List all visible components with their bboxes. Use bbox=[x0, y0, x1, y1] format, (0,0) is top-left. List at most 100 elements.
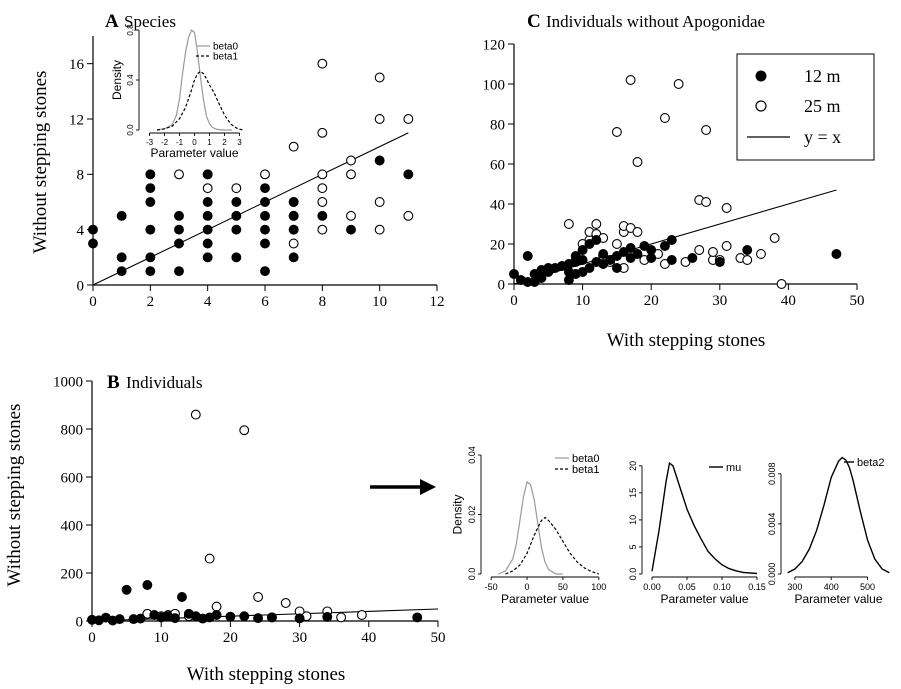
point-12m bbox=[374, 155, 385, 166]
point-12m bbox=[116, 252, 127, 263]
point-25m bbox=[356, 610, 367, 620]
y-tick-label: 12 bbox=[69, 112, 84, 128]
inset-x-tick-label: 0 bbox=[192, 138, 197, 147]
point-12m bbox=[714, 257, 725, 267]
density-curve-beta2 bbox=[787, 456, 890, 574]
y-tick-label: 1000 bbox=[53, 374, 83, 390]
point-25m bbox=[694, 245, 705, 255]
point-25m bbox=[721, 203, 732, 213]
y-tick-label: 120 bbox=[483, 37, 506, 53]
inset-y-tick-label: 0.008 bbox=[767, 463, 777, 486]
point-12m bbox=[522, 251, 533, 261]
density-curve-beta0 bbox=[498, 480, 563, 575]
density-curve-beta1 bbox=[156, 70, 243, 131]
y-tick-label: 80 bbox=[490, 117, 505, 133]
legend-label-25m: 25 m bbox=[804, 96, 841, 116]
inset-x-tick-label: 300 bbox=[787, 582, 802, 592]
x-tick-label: 40 bbox=[361, 630, 376, 646]
point-12m bbox=[145, 183, 156, 194]
identity-line bbox=[91, 608, 439, 622]
point-12m bbox=[231, 210, 242, 221]
point-12m bbox=[231, 252, 242, 263]
x-tick-label: 20 bbox=[223, 630, 238, 646]
inset-x-tick-label: 0 bbox=[525, 582, 530, 592]
point-25m bbox=[288, 141, 299, 152]
inset-y-tick-label: 0.4 bbox=[126, 74, 135, 86]
inset-y-tick-label: 15 bbox=[628, 488, 638, 498]
point-25m bbox=[611, 239, 622, 249]
point-25m bbox=[707, 247, 718, 257]
y-tick-label: 0 bbox=[76, 614, 84, 630]
inset-y-tick-label: 0.0 bbox=[467, 568, 477, 581]
inset-x-tick-label: 0.15 bbox=[748, 582, 766, 592]
inset-legend-label: beta2 bbox=[857, 457, 885, 469]
panel-b: B Individuals Without stepping stones Wi… bbox=[4, 372, 890, 685]
point-25m bbox=[742, 255, 753, 265]
legend-label-yx: y = x bbox=[804, 127, 841, 147]
point-25m bbox=[659, 113, 670, 123]
panel-b-letter: B bbox=[107, 372, 120, 393]
point-25m bbox=[374, 224, 385, 235]
point-12m bbox=[659, 241, 670, 251]
point-12m bbox=[202, 197, 213, 207]
y-tick-label: 60 bbox=[490, 157, 505, 173]
point-12m bbox=[322, 611, 333, 622]
point-25m bbox=[403, 210, 414, 221]
inset-x-tick-label: -3 bbox=[146, 138, 154, 147]
point-25m bbox=[591, 219, 602, 229]
point-25m bbox=[701, 125, 712, 135]
inset-ylabel: Density bbox=[451, 494, 465, 534]
inset-legend-label: beta0 bbox=[572, 453, 600, 465]
panel-c: C Individuals without Apogonidae With st… bbox=[483, 11, 875, 351]
inset-legend-label: beta0 bbox=[213, 42, 238, 53]
point-12m bbox=[346, 224, 356, 235]
point-12m bbox=[202, 238, 213, 249]
point-12m bbox=[260, 238, 270, 249]
point-12m bbox=[135, 613, 146, 624]
point-25m bbox=[260, 169, 270, 180]
inset-y-tick-label: 10 bbox=[628, 515, 638, 525]
inset-y-tick-label: 0.02 bbox=[467, 506, 477, 524]
point-25m bbox=[317, 224, 328, 235]
point-12m bbox=[225, 611, 236, 622]
point-25m bbox=[701, 197, 712, 207]
point-12m bbox=[174, 224, 184, 235]
x-tick-label: 10 bbox=[154, 630, 169, 646]
point-12m bbox=[202, 210, 213, 221]
point-25m bbox=[403, 114, 414, 124]
x-tick-label: 6 bbox=[261, 294, 269, 310]
inset-y-tick-label: 20 bbox=[628, 461, 638, 471]
panel-c-plot-area: 0 10 20 30 40 50 0 20 40 60 80 100 120 bbox=[483, 37, 865, 309]
point-12m bbox=[177, 592, 187, 602]
point-25m bbox=[202, 183, 213, 194]
panel-c-legend: 12 m 25 m y = x bbox=[736, 53, 875, 161]
panel-c-title: Individuals without Apogonidae bbox=[546, 12, 765, 31]
point-12m bbox=[666, 255, 677, 265]
density-curve-beta1 bbox=[505, 516, 599, 575]
point-12m bbox=[288, 210, 299, 221]
inset-y-tick-label: 0.0 bbox=[628, 568, 638, 581]
panel-b-ylabel: Without stepping stones bbox=[4, 404, 25, 587]
panel-a-inset: -3 -2 -1 0 1 2 3 0.0 0.4 0.8 Parameter value Densit… bbox=[110, 24, 243, 160]
point-12m bbox=[202, 252, 213, 263]
x-tick-label: 10 bbox=[372, 294, 387, 310]
legend-label-12m: 12 m bbox=[804, 66, 841, 86]
point-12m bbox=[687, 253, 698, 263]
inset-xlabel: Parameter value bbox=[150, 146, 238, 160]
panel-c-letter: C bbox=[527, 11, 541, 32]
y-tick-label: 40 bbox=[490, 197, 505, 213]
point-12m bbox=[211, 610, 222, 620]
point-12m bbox=[260, 266, 270, 277]
point-12m bbox=[88, 224, 98, 235]
density-curve-beta0 bbox=[156, 29, 232, 131]
point-12m bbox=[288, 197, 299, 207]
y-tick-label: 0 bbox=[498, 277, 506, 293]
point-12m bbox=[145, 169, 156, 180]
inset-legend-label: beta1 bbox=[213, 52, 238, 63]
point-25m bbox=[721, 241, 732, 251]
point-25m bbox=[174, 169, 184, 180]
point-25m bbox=[346, 210, 356, 221]
panel-a-letter: A bbox=[105, 11, 119, 32]
point-12m bbox=[742, 245, 753, 255]
